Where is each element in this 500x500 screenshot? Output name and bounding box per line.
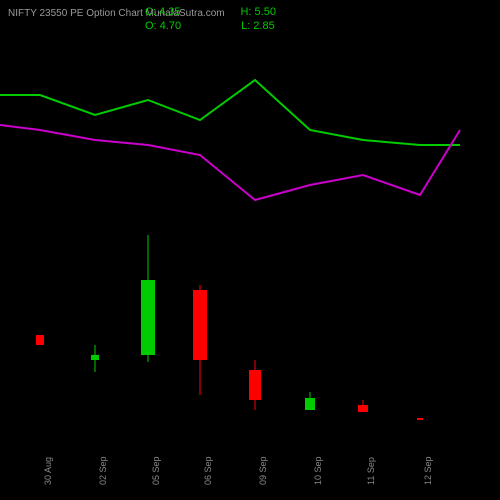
x-axis-label: 05 Sep — [151, 456, 161, 485]
x-axis-label: 12 Sep — [423, 456, 433, 485]
x-axis: 30 Aug 02 Sep 05 Sep 06 Sep 09 Sep 10 Sep 11 S… — [0, 450, 500, 500]
candle-body — [36, 335, 44, 345]
candle-body — [141, 280, 155, 355]
high-value: H: 5.50 — [240, 6, 275, 18]
candlestick-group — [36, 235, 423, 420]
candle-body — [358, 405, 368, 412]
x-axis-label: 06 Sep — [203, 456, 213, 485]
x-axis-label: 30 Aug — [43, 457, 53, 485]
candle-body — [91, 355, 99, 360]
close-value: C: 4.35 — [145, 6, 180, 18]
x-axis-label: 11 Sep — [366, 457, 376, 485]
open-value: O: 4.70 — [145, 20, 181, 32]
indicator-line-1 — [0, 80, 460, 145]
candle-body — [305, 398, 315, 410]
ohlc-row-2: O: 4.70 L: 2.85 — [145, 20, 275, 32]
candle-body — [417, 418, 423, 420]
x-axis-label: 10 Sep — [313, 456, 323, 485]
chart-svg — [0, 0, 500, 500]
low-value: L: 2.85 — [241, 20, 275, 32]
indicator-line-2 — [0, 125, 460, 200]
ohlc-row-1: C: 4.35 H: 5.50 — [145, 6, 276, 18]
x-axis-label: 02 Sep — [98, 456, 108, 485]
candle-body — [249, 370, 261, 400]
x-axis-label: 09 Sep — [258, 456, 268, 485]
candle-body — [193, 290, 207, 360]
